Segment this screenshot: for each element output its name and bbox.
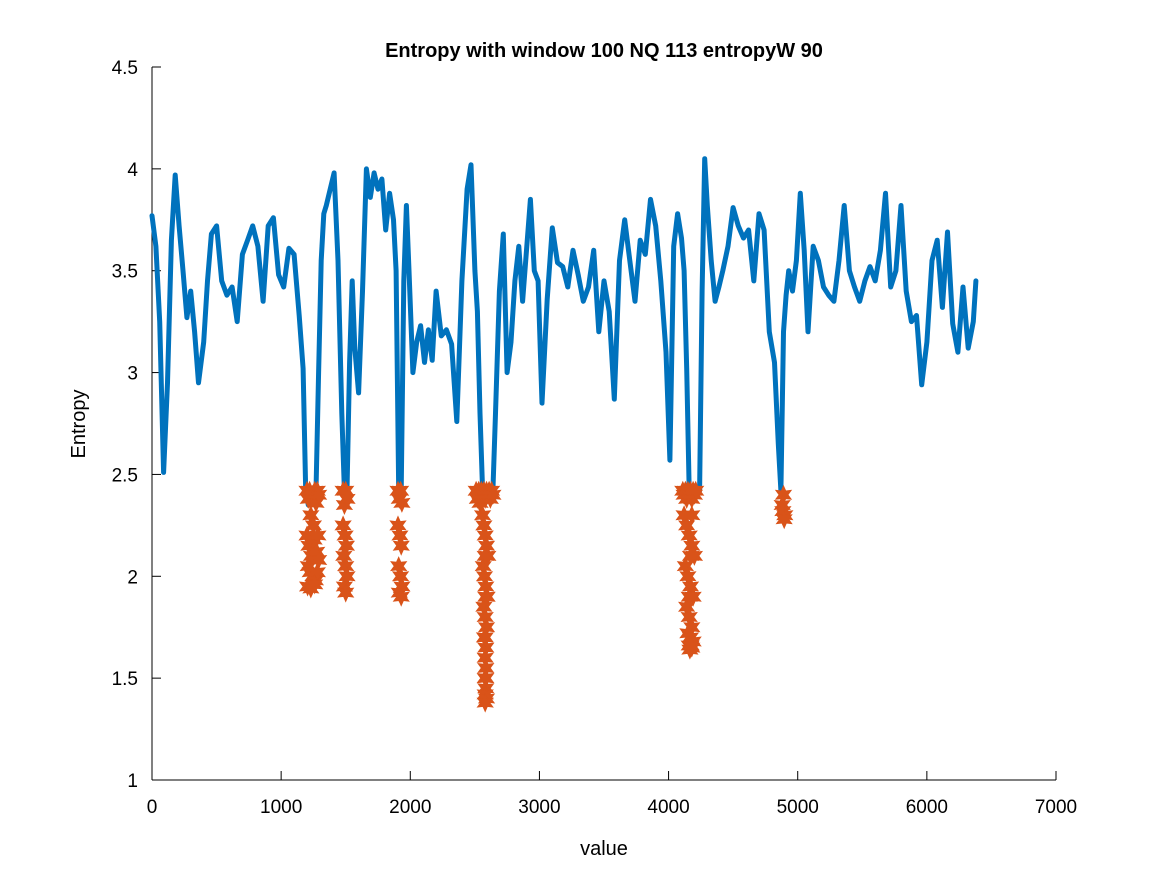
y-tick-label: 4 [127, 160, 138, 181]
x-tick-label: 3000 [518, 797, 560, 818]
chart-title: Entropy with window 100 NQ 113 entropyW … [385, 40, 823, 62]
low-entropy-marker [392, 535, 410, 556]
low-entropy-marker [337, 582, 355, 603]
low-entropy-marker [392, 586, 410, 607]
low-entropy-marker [687, 480, 705, 501]
y-tick-label: 2 [127, 567, 138, 588]
y-tick-label: 2.5 [112, 465, 138, 486]
y-tick-label: 1 [127, 771, 138, 792]
low-entropy-marker [338, 488, 356, 509]
y-axis-label: Entropy [68, 390, 90, 459]
low-entropy-marker [309, 484, 328, 505]
x-tick-label: 0 [147, 797, 158, 818]
low-entropy-marker [681, 545, 700, 566]
y-tick-label: 3 [127, 364, 138, 385]
low-entropy-marker [477, 668, 495, 689]
entropy-series-line [149, 156, 979, 508]
low-entropy-marker [680, 586, 698, 607]
low-entropy-marker [309, 550, 328, 570]
x-ticks: 0 1000 2000 3000 4000 5000 6000 7000 [147, 771, 1077, 818]
low-entropy-marker [393, 492, 411, 513]
y-ticks: 1 1.5 2 2.5 3 3.5 4 4.5 [112, 58, 161, 792]
low-entropy-marker [484, 484, 502, 505]
low-entropy-marker [306, 574, 324, 595]
x-axis-label: value [580, 838, 628, 860]
x-tick-label: 6000 [906, 797, 948, 818]
y-tick-label: 1.5 [112, 669, 138, 690]
low-entropy-marker [775, 509, 793, 530]
x-tick-label: 2000 [389, 797, 431, 818]
low-entropy-marker [309, 525, 327, 546]
y-tick-label: 4.5 [112, 58, 138, 79]
y-tick-label: 3.5 [112, 262, 138, 283]
plot-area: 0 1000 2000 3000 4000 5000 6000 7000 1 1.5 2 2.5 3 3… [112, 58, 1078, 818]
low-entropy-marker [477, 586, 495, 607]
low-entropy-marker [682, 635, 700, 656]
low-entropy-marker [476, 545, 494, 566]
low-entropy-marker [476, 627, 494, 648]
low-entropy-marker [683, 505, 701, 526]
x-tick-label: 7000 [1035, 797, 1077, 818]
x-tick-label: 4000 [647, 797, 689, 818]
x-tick-label: 1000 [260, 797, 302, 818]
series-layer [149, 156, 979, 713]
x-tick-label: 5000 [777, 797, 819, 818]
low-entropy-marker [476, 692, 494, 713]
